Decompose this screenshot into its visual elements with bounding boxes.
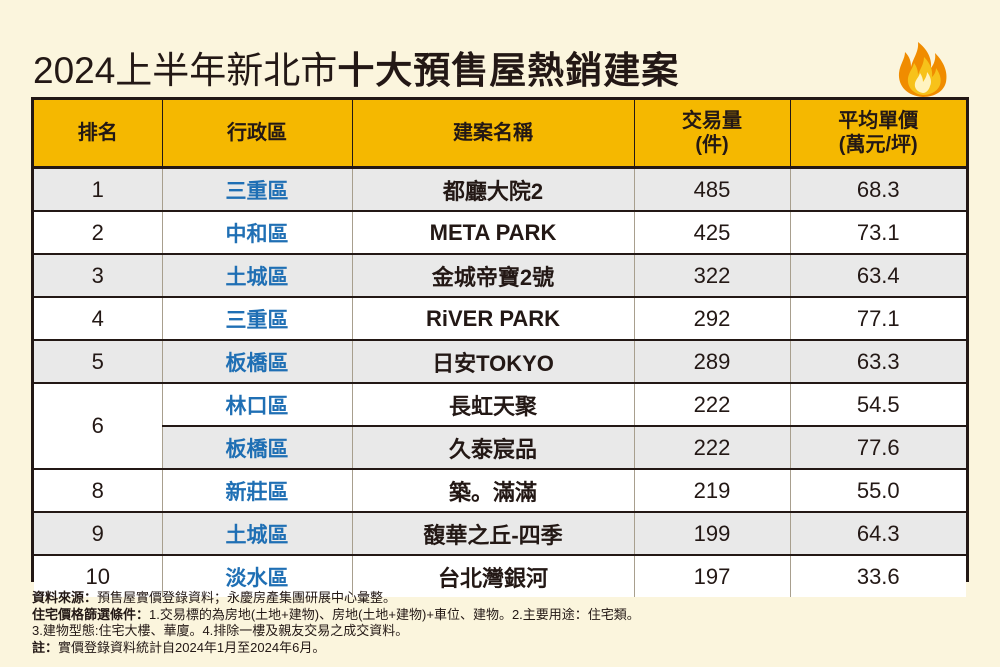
cell-project: 台北灣銀河 [352, 555, 635, 597]
note-criteria: 住宅價格篩選條件：1.交易標的為房地(土地+建物)、房地(土地+建物)+車位、建… [32, 607, 972, 624]
cell-district: 板橋區 [162, 426, 353, 470]
cell-volume: 222 [634, 426, 791, 470]
cell-district: 三重區 [162, 297, 353, 341]
page-title: 2024上半年新北市 十大預售屋熱銷建案 [33, 37, 679, 97]
cell-volume: 292 [634, 297, 791, 341]
cell-price: 63.4 [790, 254, 966, 298]
ranking-table: 排名 行政區 建案名稱 交易量 (件) 平均單價 (萬元/坪) 1 三重 [31, 97, 969, 597]
cell-rank: 8 [34, 469, 163, 513]
table-row: 10 淡水區 台北灣銀河 197 33.6 [34, 555, 966, 597]
cell-district: 三重區 [162, 167, 353, 212]
table-row: 5 板橋區 日安TOKYO 289 63.3 [34, 340, 966, 384]
cell-rank: 6 [34, 383, 163, 470]
cell-project: 馥華之丘-四季 [352, 512, 635, 556]
cell-rank: 5 [34, 340, 163, 384]
cell-district: 中和區 [162, 211, 353, 255]
note-criteria-continued: 3.建物型態:住宅大樓、華廈。4.排除一樓及親友交易之成交資料。 [32, 623, 409, 638]
header-price-line2: (萬元/坪) [838, 134, 918, 156]
cell-volume: 219 [634, 469, 791, 513]
cell-rank: 1 [34, 167, 163, 212]
cell-volume: 425 [634, 211, 791, 255]
cell-project: 都廳大院2 [352, 167, 635, 212]
cell-price: 77.6 [790, 426, 966, 470]
cell-volume: 289 [634, 340, 791, 384]
header-volume-line1: 交易量 [682, 110, 742, 132]
note-source: 資料來源：預售屋實價登錄資料；永慶房產集團研展中心彙整。 [32, 590, 972, 607]
cell-district: 新莊區 [162, 469, 353, 513]
cell-price: 55.0 [790, 469, 966, 513]
note-remark: 註：實價登錄資料統計自2024年1月至2024年6月。 [32, 640, 972, 657]
cell-volume: 197 [634, 555, 791, 597]
table-header-row: 排名 行政區 建案名稱 交易量 (件) 平均單價 (萬元/坪) [34, 100, 966, 169]
cell-project: RiVER PARK [352, 297, 635, 341]
cell-price: 33.6 [790, 555, 966, 597]
cell-district: 林口區 [162, 383, 353, 427]
ranking-table-grid: 排名 行政區 建案名稱 交易量 (件) 平均單價 (萬元/坪) 1 三重 [34, 100, 966, 597]
header-district: 行政區 [162, 100, 353, 169]
title-light: 2024上半年新北市 [33, 50, 338, 91]
note-remark-text: 實價登錄資料統計自2024年1月至2024年6月。 [58, 639, 326, 655]
header-price: 平均單價 (萬元/坪) [790, 100, 966, 169]
header-price-line1: 平均單價 [838, 110, 919, 132]
flame-icon [898, 42, 947, 97]
cell-volume: 485 [634, 167, 791, 212]
note-source-text: 預售屋實價登錄資料；永慶房產集團研展中心彙整。 [97, 590, 397, 605]
header-volume: 交易量 (件) [634, 100, 791, 169]
table-row: 3 土城區 金城帝寶2號 322 63.4 [34, 254, 966, 298]
cell-price: 77.1 [790, 297, 966, 341]
cell-price: 54.5 [790, 383, 966, 427]
cell-volume: 222 [634, 383, 791, 427]
cell-district: 土城區 [162, 254, 353, 298]
table-row: 9 土城區 馥華之丘-四季 199 64.3 [34, 512, 966, 556]
cell-district: 土城區 [162, 512, 353, 556]
cell-project: META PARK [352, 211, 635, 255]
cell-rank: 3 [34, 254, 163, 298]
header-rank: 排名 [34, 100, 163, 169]
header-volume-line2: (件) [695, 134, 729, 156]
table-row: 4 三重區 RiVER PARK 292 77.1 [34, 297, 966, 341]
cell-project: 金城帝寶2號 [352, 254, 635, 298]
table-row: 2 中和區 META PARK 425 73.1 [34, 211, 966, 255]
cell-volume: 322 [634, 254, 791, 298]
cell-volume: 199 [634, 512, 791, 556]
cell-district: 淡水區 [162, 555, 353, 597]
table-row: 6 林口區 長虹天聚 222 54.5 [34, 383, 966, 470]
cell-price: 63.3 [790, 340, 966, 384]
table-row: 1 三重區 都廳大院2 485 68.3 [34, 167, 966, 212]
cell-project: 久泰宸品 [352, 426, 635, 470]
cell-price: 73.1 [790, 211, 966, 255]
cell-rank: 4 [34, 297, 163, 341]
note-criteria-label: 住宅價格篩選條件： [32, 606, 150, 622]
cell-price: 64.3 [790, 512, 966, 556]
title-bold: 十大預售屋熱銷建案 [337, 50, 680, 91]
cell-rank: 10 [34, 555, 163, 597]
cell-project: 長虹天聚 [352, 383, 635, 427]
table-row: 8 新莊區 築。滿滿 219 55.0 [34, 469, 966, 513]
cell-project: 築。滿滿 [352, 469, 635, 513]
cell-district: 板橋區 [162, 340, 353, 384]
note-remark-label: 註： [32, 639, 59, 655]
cell-price: 68.3 [790, 167, 966, 212]
note-criteria-text: 1.交易標的為房地(土地+建物)、房地(土地+建物)+車位、建物。2.主要用途：… [149, 606, 640, 622]
header-project: 建案名稱 [352, 100, 635, 169]
cell-rank: 9 [34, 512, 163, 556]
note-source-label: 資料來源： [32, 590, 98, 605]
cell-rank: 2 [34, 211, 163, 255]
cell-project: 日安TOKYO [352, 340, 635, 384]
table-row: 板橋區 久泰宸品 222 77.6 [34, 426, 966, 470]
footnotes: 資料來源：預售屋實價登錄資料；永慶房產集團研展中心彙整。 住宅價格篩選條件：1.… [32, 590, 972, 656]
